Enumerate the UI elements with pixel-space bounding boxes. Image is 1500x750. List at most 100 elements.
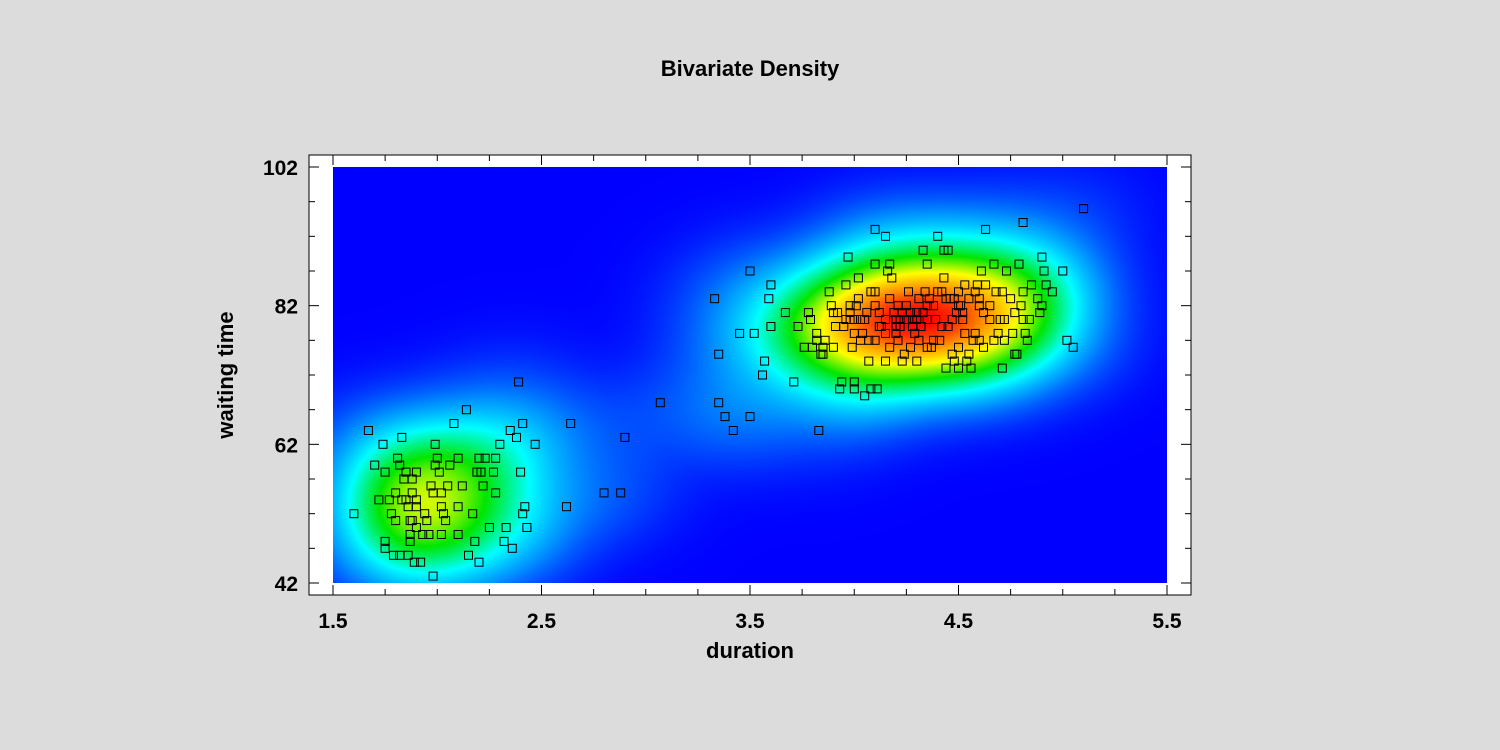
data-point: [870, 335, 880, 345]
data-point: [449, 419, 459, 428]
data-point: [1027, 280, 1036, 290]
data-point: [443, 481, 453, 491]
data-point: [749, 328, 759, 338]
data-point: [780, 308, 790, 318]
data-point: [839, 322, 849, 331]
data-point: [507, 543, 517, 553]
data-point: [793, 322, 803, 331]
axis-tick-labels: 42 62 82 102 1.5 2.5 3.5 4.5 5.5: [263, 157, 1182, 633]
data-point: [985, 315, 995, 324]
data-point: [979, 308, 988, 318]
data-point: [989, 259, 999, 269]
data-point: [893, 335, 903, 345]
data-point: [789, 377, 799, 387]
data-point: [960, 280, 970, 290]
data-point: [806, 315, 815, 324]
data-point: [380, 536, 390, 546]
data-point: [495, 439, 505, 449]
data-point: [445, 460, 455, 470]
data-point: [616, 488, 626, 498]
data-point: [862, 308, 872, 318]
data-point: [960, 328, 970, 338]
data-point: [432, 453, 442, 463]
data-point: [818, 349, 828, 359]
data-point: [895, 315, 905, 324]
data-point: [887, 273, 897, 283]
data-point: [1014, 259, 1024, 269]
data-point: [912, 308, 922, 318]
data-point: [374, 495, 384, 505]
data-point: [849, 377, 859, 387]
data-point: [966, 363, 976, 373]
data-point: [979, 342, 988, 352]
data-point: [968, 335, 978, 345]
data-point: [999, 335, 1009, 345]
data-point: [933, 231, 943, 241]
data-point: [851, 301, 861, 311]
data-point: [954, 363, 963, 373]
axis-ticks: [309, 155, 1191, 595]
data-point: [912, 356, 922, 366]
data-point: [929, 335, 938, 345]
data-point: [411, 502, 421, 512]
data-point: [378, 439, 388, 449]
data-point: [803, 308, 813, 318]
data-point: [914, 335, 924, 345]
data-point: [941, 363, 951, 373]
data-point: [849, 384, 859, 394]
data-point: [416, 557, 426, 567]
data-point: [439, 509, 448, 519]
data-point: [1058, 266, 1068, 276]
data-point: [434, 467, 444, 477]
x-tick-label: 5.5: [1152, 610, 1182, 633]
data-point: [1037, 252, 1047, 262]
data-point: [476, 467, 486, 477]
data-point: [426, 481, 436, 491]
data-point: [993, 328, 1003, 338]
x-tick-label: 4.5: [944, 610, 974, 633]
data-point: [964, 349, 974, 359]
data-point: [947, 349, 957, 359]
data-point: [453, 530, 463, 539]
data-point: [997, 363, 1007, 373]
data-point: [864, 356, 874, 366]
data-point: [1022, 335, 1032, 345]
y-tick-label: 102: [263, 157, 298, 180]
data-point: [922, 301, 932, 311]
data-point: [520, 502, 530, 512]
data-point: [885, 342, 895, 352]
data-point: [864, 335, 874, 345]
data-point: [922, 259, 932, 269]
data-point: [714, 398, 724, 408]
data-point: [874, 308, 884, 318]
data-point: [954, 287, 963, 297]
data-point: [958, 315, 968, 324]
data-point: [411, 495, 421, 505]
data-point: [845, 301, 855, 311]
data-point: [1047, 287, 1057, 297]
data-point: [411, 467, 421, 477]
data-point: [464, 550, 473, 560]
data-point: [1018, 315, 1028, 324]
data-point: [380, 543, 390, 553]
data-point: [380, 467, 390, 477]
data-point: [436, 530, 446, 539]
data-point: [1024, 315, 1034, 324]
data-point: [389, 550, 398, 560]
data-point: [943, 245, 953, 255]
data-point: [906, 308, 915, 318]
data-point: [931, 315, 941, 324]
data-point: [735, 328, 745, 338]
data-point: [899, 349, 909, 359]
data-point: [1041, 280, 1051, 290]
data-point: [1010, 308, 1020, 318]
data-point: [870, 259, 880, 269]
data-point: [847, 342, 857, 352]
data-point: [391, 488, 401, 498]
data-point: [758, 370, 767, 380]
data-point: [853, 294, 863, 304]
data-point: [954, 342, 963, 352]
data-point: [530, 439, 540, 449]
data-point: [914, 294, 924, 304]
data-point: [599, 488, 609, 498]
